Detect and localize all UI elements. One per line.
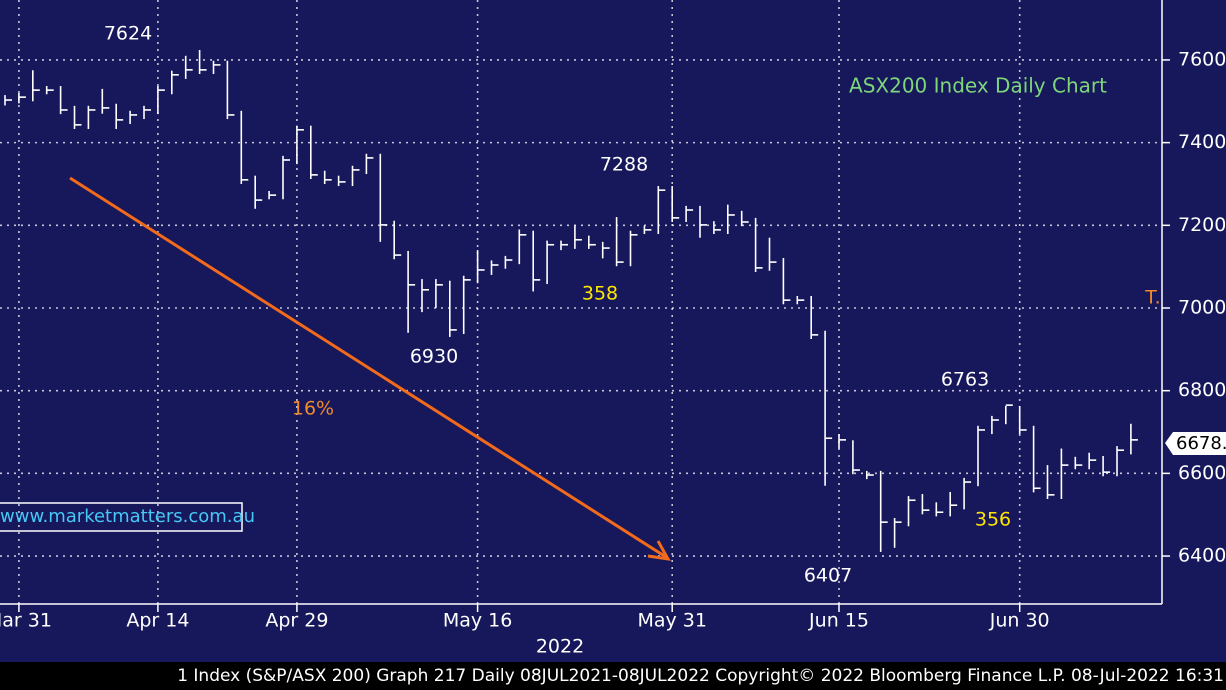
annotation: 6407 [804, 565, 852, 587]
x-tick-label: Mar 31 [0, 610, 52, 632]
y-tick-label: 6800 [1178, 379, 1226, 401]
x-tick-label: Jun 30 [989, 610, 1050, 632]
footer: 1 Index (S&P/ASX 200) Graph 217 Daily 08… [177, 666, 1224, 686]
annotation: T. [1144, 287, 1160, 309]
y-tick-label: 6400 [1178, 545, 1226, 567]
x-tick-label: Apr 29 [265, 610, 328, 632]
x-tick-label: Apr 14 [126, 610, 189, 632]
arrow-head [647, 540, 671, 561]
annotation: 358 [582, 283, 618, 305]
annotation: 6763 [941, 369, 989, 391]
annotation: 16% [292, 398, 334, 420]
annotation: 7624 [104, 23, 152, 45]
y-tick-label: 7200 [1178, 214, 1226, 236]
x-tick-label: Jun 15 [808, 610, 869, 632]
website: www.marketmatters.com.au [0, 506, 255, 527]
y-tick-label: 7000 [1178, 296, 1226, 318]
y-tick-label: 7600 [1178, 48, 1226, 70]
y-tick-label: 7400 [1178, 131, 1226, 153]
annotation: 356 [975, 509, 1011, 531]
y-tick-label: 6600 [1178, 462, 1226, 484]
chart-title: ASX200 Index Daily Chart [849, 74, 1107, 98]
x-tick-label: May 16 [443, 610, 513, 632]
last-price: 6678. [1176, 433, 1226, 454]
last-price-box [1165, 432, 1226, 455]
x-tick-label: May 31 [637, 610, 707, 632]
annotation: 7288 [600, 154, 648, 176]
grid [0, 0, 1162, 604]
annotation: 6930 [410, 346, 458, 368]
footer-band [0, 662, 1226, 690]
background [0, 0, 1226, 662]
bars [4, 50, 1138, 552]
x-axis-year: 2022 [536, 636, 584, 658]
website-box [0, 502, 243, 532]
trend-arrow [69, 176, 667, 559]
